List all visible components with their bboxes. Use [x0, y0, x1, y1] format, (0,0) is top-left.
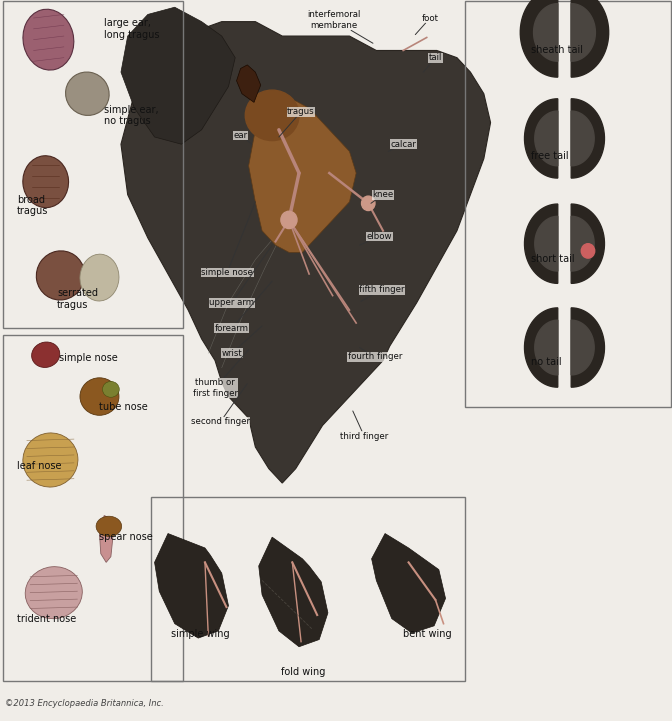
Polygon shape [571, 308, 604, 387]
Polygon shape [571, 99, 604, 178]
Text: thumb or
first finger: thumb or first finger [193, 350, 249, 397]
Text: foot: foot [415, 14, 439, 35]
Ellipse shape [23, 156, 69, 208]
Circle shape [362, 196, 375, 211]
Text: interfemoral
membrane: interfemoral membrane [307, 11, 373, 43]
Text: trident nose: trident nose [17, 614, 76, 624]
Polygon shape [121, 7, 235, 144]
Polygon shape [525, 308, 558, 387]
Text: leaf nose: leaf nose [17, 461, 61, 472]
Text: fifth finger: fifth finger [359, 286, 405, 301]
Text: spear nose: spear nose [99, 532, 153, 542]
Bar [465, 1, 671, 407]
Text: fourth finger: fourth finger [348, 348, 402, 361]
Text: upper arm: upper arm [209, 245, 272, 307]
Polygon shape [525, 204, 558, 283]
Text: calcar: calcar [388, 140, 416, 151]
Text: knee: knee [371, 190, 394, 203]
Polygon shape [520, 0, 558, 77]
Polygon shape [571, 204, 604, 283]
Text: tragus: tragus [279, 107, 315, 137]
Circle shape [281, 211, 297, 229]
Text: short tail: short tail [531, 254, 575, 264]
Text: sheath tail: sheath tail [531, 45, 583, 55]
Ellipse shape [80, 255, 119, 301]
Polygon shape [534, 4, 558, 61]
Text: ©2013 Encyclopaedia Britannica, Inc.: ©2013 Encyclopaedia Britannica, Inc. [5, 699, 164, 708]
Text: elbow: elbow [360, 232, 392, 245]
Text: tube nose: tube nose [99, 402, 149, 412]
Polygon shape [571, 111, 594, 166]
Text: simple ear,
no tragus: simple ear, no tragus [104, 105, 159, 126]
Text: wrist: wrist [222, 326, 262, 358]
Polygon shape [571, 4, 595, 61]
Ellipse shape [80, 378, 119, 415]
Polygon shape [571, 0, 609, 77]
Text: forearm: forearm [215, 281, 272, 332]
Text: simple nose: simple nose [59, 353, 118, 363]
Polygon shape [571, 216, 594, 271]
Text: broad
tragus: broad tragus [17, 195, 48, 216]
Text: ear: ear [233, 131, 252, 144]
Polygon shape [237, 65, 261, 102]
Text: simple wing: simple wing [171, 629, 230, 639]
Ellipse shape [36, 251, 85, 300]
Text: tail: tail [423, 53, 442, 72]
Bar [151, 497, 465, 681]
Polygon shape [525, 99, 558, 178]
Polygon shape [571, 320, 594, 375]
Polygon shape [155, 534, 228, 638]
Ellipse shape [32, 342, 60, 368]
Ellipse shape [102, 381, 120, 397]
Text: large ear,
long tragus: large ear, long tragus [104, 18, 160, 40]
Bar [3, 1, 183, 328]
Polygon shape [121, 22, 491, 483]
Polygon shape [99, 516, 113, 562]
Circle shape [581, 244, 595, 258]
Text: bent wing: bent wing [403, 629, 452, 639]
Polygon shape [535, 111, 558, 166]
Ellipse shape [23, 433, 78, 487]
Ellipse shape [26, 567, 82, 619]
Polygon shape [372, 534, 446, 633]
Polygon shape [259, 537, 328, 647]
Text: serrated
tragus: serrated tragus [57, 288, 98, 310]
Text: third finger: third finger [340, 411, 388, 441]
Polygon shape [535, 320, 558, 375]
Ellipse shape [245, 90, 299, 141]
Text: free tail: free tail [531, 151, 569, 162]
Bar [3, 335, 183, 681]
Ellipse shape [23, 9, 74, 70]
Polygon shape [249, 101, 356, 252]
Polygon shape [535, 216, 558, 271]
Ellipse shape [66, 72, 109, 115]
Ellipse shape [96, 516, 122, 536]
Text: second finger: second finger [191, 384, 250, 426]
Text: simple nose: simple nose [201, 202, 255, 277]
Text: no tail: no tail [531, 357, 562, 367]
Text: fold wing: fold wing [281, 667, 325, 677]
